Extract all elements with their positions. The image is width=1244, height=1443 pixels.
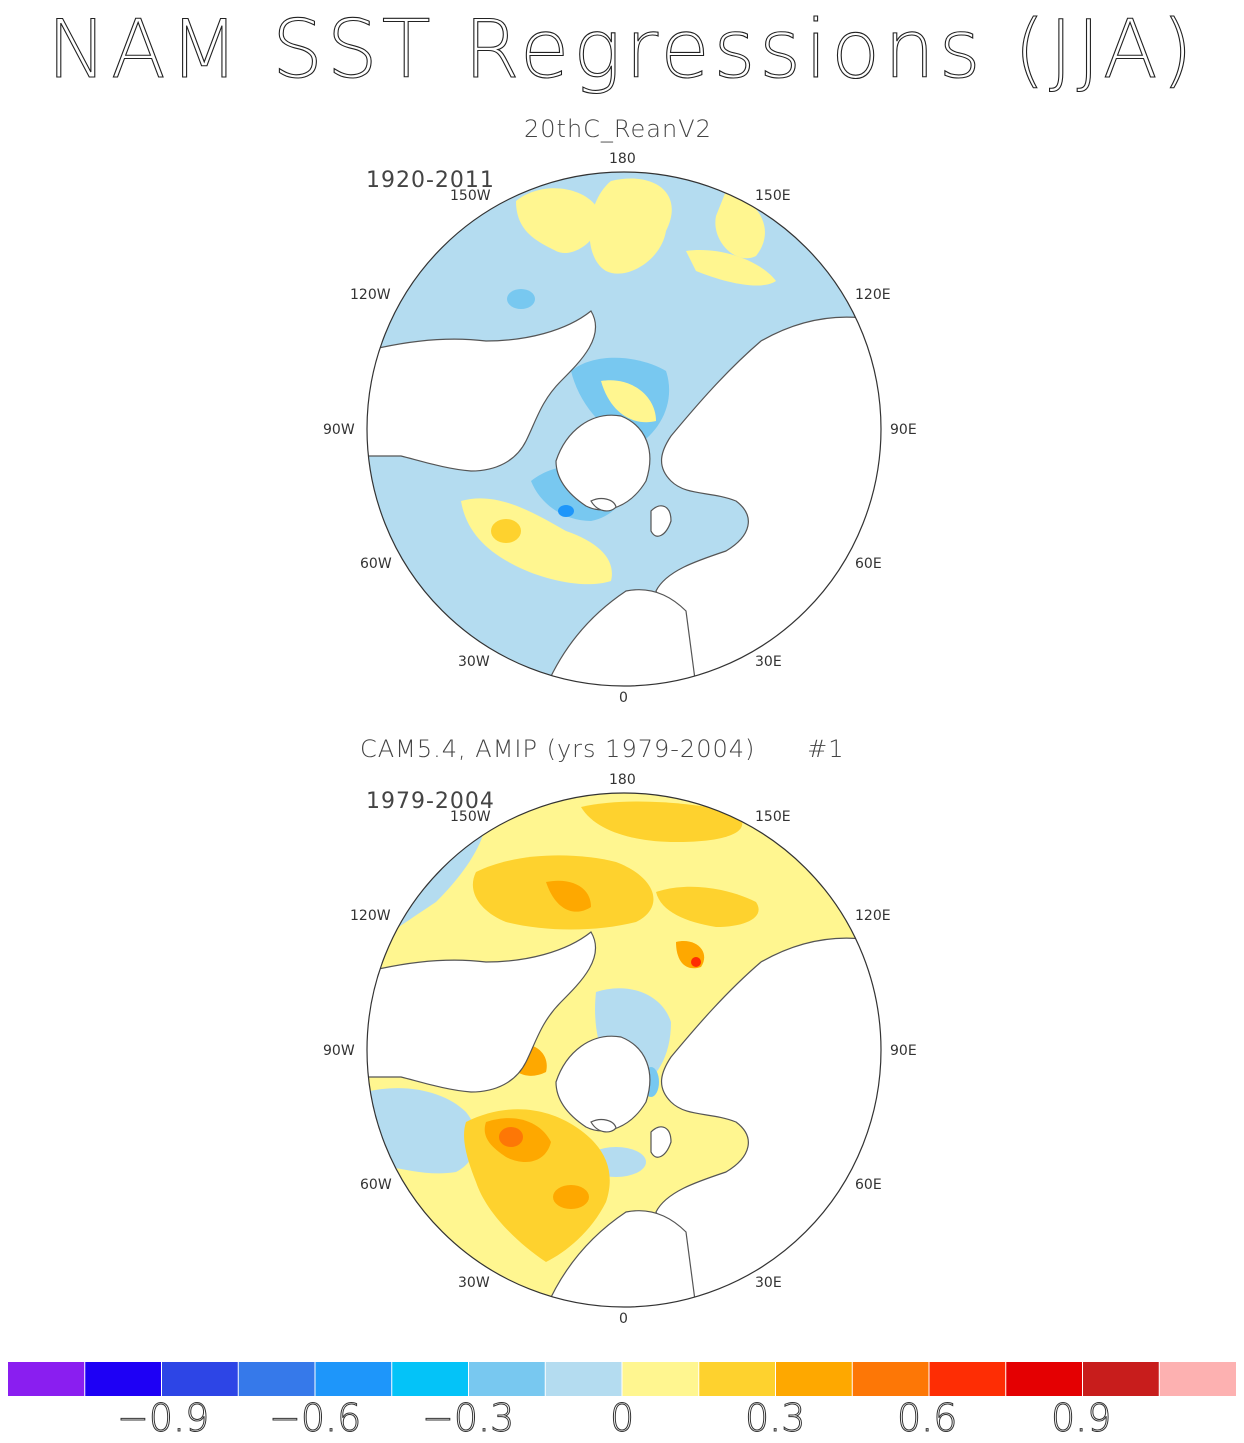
colorbar (8, 1362, 1236, 1396)
colorbar-swatch (8, 1362, 86, 1396)
lon-label-150e: 150E (755, 809, 791, 825)
colorbar-label: −0.6 (268, 1396, 362, 1441)
lon-label-180: 180 (609, 772, 636, 788)
lon-label-60w: 60W (360, 556, 392, 572)
lon-label-150e: 150E (755, 188, 791, 204)
colorbar-swatch (238, 1362, 316, 1396)
panel-2-period: 1979-2004 (366, 789, 495, 814)
colorbar-swatch (852, 1362, 930, 1396)
lon-label-120w: 120W (350, 908, 391, 924)
lon-label-30e: 30E (755, 1275, 782, 1291)
colorbar-label: 0.3 (744, 1396, 806, 1441)
lon-label-60w: 60W (360, 1177, 392, 1193)
lon-label-90e: 90E (890, 1043, 917, 1059)
lon-label-90w: 90W (323, 1043, 355, 1059)
colorbar-swatch (929, 1362, 1007, 1396)
lon-label-30w: 30W (458, 654, 490, 670)
lon-label-150w: 150W (450, 809, 491, 825)
lon-label-180: 180 (609, 151, 636, 167)
colorbar-label: 0 (609, 1396, 635, 1441)
panel-1-title: 20thC_ReanV2 (524, 115, 712, 143)
colorbar-swatch (315, 1362, 393, 1396)
colorbar-label: −0.9 (116, 1396, 210, 1441)
colorbar-swatch (775, 1362, 853, 1396)
lon-label-30w: 30W (458, 1275, 490, 1291)
main-title: NAM SST Regressions (JJA) (47, 2, 1197, 96)
colorbar-swatch (1082, 1362, 1160, 1396)
lon-label-0: 0 (619, 1311, 628, 1327)
colorbar-swatch (1005, 1362, 1083, 1396)
colorbar-swatch (84, 1362, 162, 1396)
colorbar-swatch (622, 1362, 700, 1396)
lon-label-60e: 60E (855, 1177, 882, 1193)
colorbar-label: 0.9 (1050, 1396, 1112, 1441)
lon-label-60e: 60E (855, 556, 882, 572)
colorbar-swatch (1159, 1362, 1236, 1396)
lon-label-90e: 90E (890, 422, 917, 438)
lon-label-150w: 150W (450, 188, 491, 204)
colorbar-swatch (391, 1362, 469, 1396)
panel-1-period: 1920-2011 (366, 168, 495, 193)
polar-map-1 (366, 171, 882, 687)
colorbar-swatch (161, 1362, 239, 1396)
colorbar-swatch (545, 1362, 623, 1396)
colorbar-label: 0.6 (896, 1396, 958, 1441)
lon-label-0: 0 (619, 690, 628, 706)
colorbar-swatch (698, 1362, 776, 1396)
lon-label-90w: 90W (323, 422, 355, 438)
lon-label-30e: 30E (755, 654, 782, 670)
lon-label-120w: 120W (350, 287, 391, 303)
lon-label-120e: 120E (855, 908, 891, 924)
polar-map-2 (366, 792, 882, 1308)
colorbar-swatch (468, 1362, 546, 1396)
colorbar-label: −0.3 (421, 1396, 515, 1441)
lon-label-120e: 120E (855, 287, 891, 303)
panel-2-title: CAM5.4, AMIP (yrs 1979-2004) #1 (360, 735, 845, 763)
